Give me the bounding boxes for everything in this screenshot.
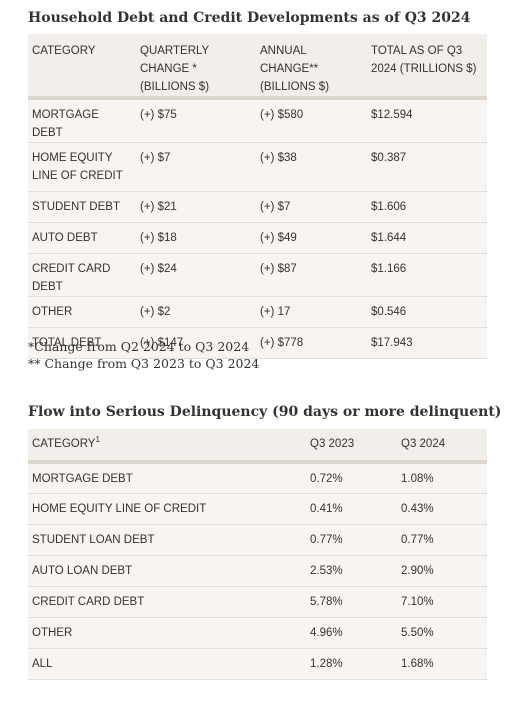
header-total: TOTAL AS OF Q3 2024 (TRILLIONS $) (367, 34, 487, 100)
row-category: MORTGAGE DEBT (28, 462, 306, 494)
row-q3-2023: 4.96% (306, 617, 397, 649)
table-row: AUTO DEBT (+) $18 (+) $49 $1.644 (28, 222, 487, 254)
row-total: $17.943 (367, 327, 487, 359)
row-annual-change: (+) $87 (256, 253, 367, 297)
table-row: CREDIT CARD DEBT (+) $24 (+) $87 $1.166 (28, 253, 487, 297)
debt-table-header: CATEGORY QUARTERLY CHANGE * (BILLIONS $)… (28, 34, 487, 100)
row-category: ALL (28, 648, 306, 680)
row-quarterly-change: (+) $24 (136, 253, 256, 297)
row-annual-change: (+) $38 (256, 142, 367, 192)
row-category: AUTO DEBT (28, 222, 136, 254)
row-total: $1.166 (367, 253, 487, 297)
table-row: OTHER (+) $2 (+) 17 $0.546 (28, 296, 487, 328)
row-category: AUTO LOAN DEBT (28, 555, 306, 587)
footnotes: *Change from Q2 2024 to Q3 2024 ** Chang… (28, 338, 259, 372)
table-row: STUDENT LOAN DEBT 0.77% 0.77% (28, 524, 487, 556)
table-row: MORTGAGE DEBT (+) $75 (+) $580 $12.594 (28, 98, 487, 143)
row-quarterly-change: (+) $147 (136, 327, 256, 359)
debt-table-title: Household Debt and Credit Developments a… (28, 10, 471, 26)
row-q3-2023: 1.28% (306, 648, 397, 680)
row-category: OTHER (28, 617, 306, 649)
row-q3-2024: 7.10% (397, 586, 487, 618)
row-category: TOTAL DEBT (28, 327, 136, 359)
row-category: CREDIT CARD DEBT (28, 253, 136, 297)
row-category: HOME EQUITY LINE OF CREDIT (28, 142, 136, 192)
row-q3-2023: 2.53% (306, 555, 397, 587)
row-q3-2024: 1.08% (397, 462, 487, 494)
row-category: STUDENT LOAN DEBT (28, 524, 306, 556)
table-row: HOME EQUITY LINE OF CREDIT 0.41% 0.43% (28, 493, 487, 525)
row-annual-change: (+) $778 (256, 327, 367, 359)
header-category-label: CATEGORY (32, 438, 96, 450)
row-quarterly-change: (+) $2 (136, 296, 256, 328)
table-row: CREDIT CARD DEBT 5.78% 7.10% (28, 586, 487, 618)
row-annual-change: (+) $580 (256, 98, 367, 143)
row-q3-2024: 2.90% (397, 555, 487, 587)
table-row: ALL 1.28% 1.68% (28, 648, 487, 680)
table-row: TOTAL DEBT (+) $147 (+) $778 $17.943 (28, 327, 487, 359)
table-row: MORTGAGE DEBT 0.72% 1.08% (28, 462, 487, 494)
delinquency-table-title: Flow into Serious Delinquency (90 days o… (28, 404, 502, 420)
row-q3-2024: 0.77% (397, 524, 487, 556)
debt-table: CATEGORY QUARTERLY CHANGE * (BILLIONS $)… (28, 34, 487, 359)
row-total: $1.644 (367, 222, 487, 254)
header-category: CATEGORY1 (28, 429, 306, 464)
row-category: MORTGAGE DEBT (28, 98, 136, 143)
row-category: CREDIT CARD DEBT (28, 586, 306, 618)
table-row: HOME EQUITY LINE OF CREDIT (+) $7 (+) $3… (28, 142, 487, 192)
header-category: CATEGORY (28, 34, 136, 100)
row-quarterly-change: (+) $18 (136, 222, 256, 254)
row-q3-2023: 0.41% (306, 493, 397, 525)
row-quarterly-change: (+) $7 (136, 142, 256, 192)
row-q3-2023: 0.72% (306, 462, 397, 494)
row-quarterly-change: (+) $21 (136, 191, 256, 223)
row-q3-2023: 0.77% (306, 524, 397, 556)
table-row: OTHER 4.96% 5.50% (28, 617, 487, 649)
row-q3-2024: 1.68% (397, 648, 487, 680)
row-q3-2024: 0.43% (397, 493, 487, 525)
row-total: $12.594 (367, 98, 487, 143)
header-footnote-marker: 1 (95, 435, 100, 445)
row-total: $0.546 (367, 296, 487, 328)
row-category: OTHER (28, 296, 136, 328)
delinquency-table: CATEGORY1 Q3 2023 Q3 2024 MORTGAGE DEBT … (28, 429, 487, 680)
row-quarterly-change: (+) $75 (136, 98, 256, 143)
row-q3-2023: 5.78% (306, 586, 397, 618)
row-q3-2024: 5.50% (397, 617, 487, 649)
row-category: STUDENT DEBT (28, 191, 136, 223)
row-annual-change: (+) $49 (256, 222, 367, 254)
row-total: $1.606 (367, 191, 487, 223)
row-total: $0.387 (367, 142, 487, 192)
row-category: HOME EQUITY LINE OF CREDIT (28, 493, 306, 525)
row-annual-change: (+) 17 (256, 296, 367, 328)
header-quarterly-change: QUARTERLY CHANGE * (BILLIONS $) (136, 34, 256, 100)
row-annual-change: (+) $7 (256, 191, 367, 223)
table-row: AUTO LOAN DEBT 2.53% 2.90% (28, 555, 487, 587)
header-q3-2024: Q3 2024 (397, 429, 487, 464)
header-q3-2023: Q3 2023 (306, 429, 397, 464)
delinquency-table-header: CATEGORY1 Q3 2023 Q3 2024 (28, 429, 487, 464)
header-annual-change: ANNUAL CHANGE** (BILLIONS $) (256, 34, 367, 100)
footnote-annual: ** Change from Q3 2023 to Q3 2024 (28, 356, 260, 371)
table-row: STUDENT DEBT (+) $21 (+) $7 $1.606 (28, 191, 487, 223)
footnote-quarterly: *Change from Q2 2024 to Q3 2024 (28, 339, 250, 354)
